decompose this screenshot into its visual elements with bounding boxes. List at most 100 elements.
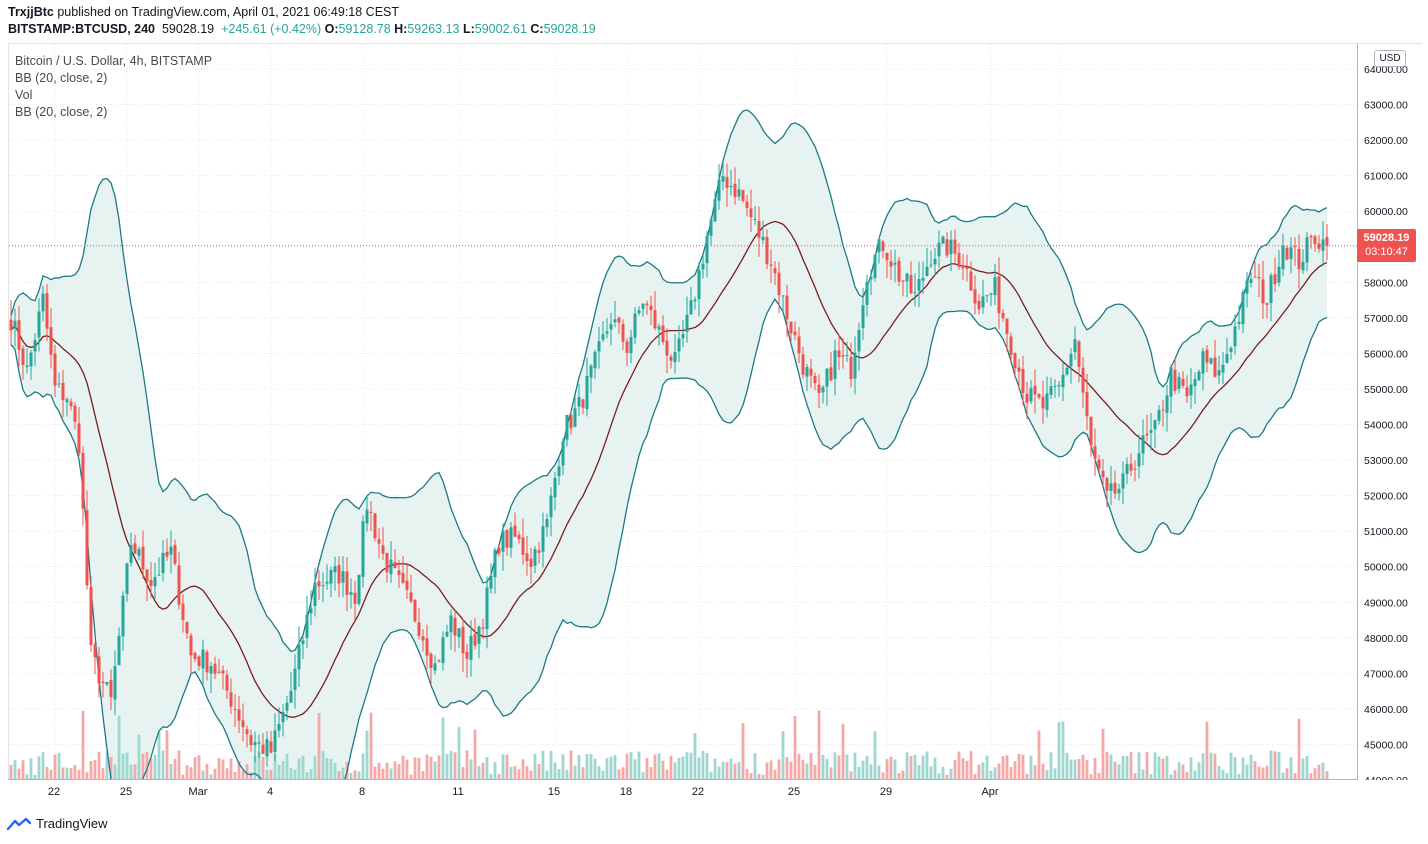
candle-body	[1201, 351, 1205, 374]
volume-bar	[305, 772, 309, 780]
volume-bar	[689, 752, 693, 780]
candle	[765, 229, 769, 269]
volume-bar	[309, 769, 313, 780]
candle-body	[241, 720, 245, 728]
candle-body	[1105, 477, 1109, 491]
candle-body	[381, 545, 385, 554]
volume-bar	[701, 751, 705, 780]
candle-body	[1297, 248, 1301, 270]
candle-body	[1217, 370, 1221, 376]
candle	[797, 326, 801, 364]
candle-body	[641, 303, 645, 309]
candle	[213, 656, 217, 679]
volume-bar	[465, 750, 469, 780]
candle	[277, 707, 281, 738]
candle-body	[1005, 318, 1009, 335]
volume-bar	[1145, 752, 1149, 780]
candle-body	[321, 585, 325, 587]
candle-body	[773, 268, 777, 274]
volume-bar	[77, 770, 81, 780]
volume-bar	[353, 770, 357, 780]
candle-body	[897, 260, 901, 282]
candle	[541, 512, 545, 568]
candle	[1141, 419, 1145, 466]
time-tick-label: 11	[452, 786, 463, 798]
candle-body	[1001, 312, 1005, 319]
volume-bar	[517, 769, 521, 780]
candle-body	[1309, 235, 1313, 238]
candle-body	[1053, 385, 1057, 387]
low-value: 59002.61	[474, 22, 527, 36]
volume-bar	[325, 757, 329, 780]
volume-bar	[977, 764, 981, 780]
legend-volume[interactable]: Vol	[15, 88, 33, 102]
candle-body	[949, 239, 953, 255]
candle	[1261, 260, 1265, 319]
volume-bar	[1005, 755, 1009, 780]
price-axis[interactable]: 44000.00 45000.00 46000.00 47000.00 48000.00…	[1357, 43, 1422, 787]
candle-body	[957, 253, 961, 267]
candle	[745, 194, 749, 217]
candle	[1177, 372, 1181, 394]
candle	[289, 671, 293, 704]
candle-body	[29, 352, 33, 367]
open-label: O:	[324, 22, 339, 36]
candle-body	[1269, 275, 1273, 304]
volume-bar	[53, 754, 57, 780]
candle	[349, 578, 353, 609]
candle	[685, 296, 689, 343]
candle-body	[493, 549, 497, 578]
candle-body	[769, 264, 773, 266]
candle-body	[613, 319, 617, 323]
candle	[1057, 380, 1061, 397]
price-chart-svg[interactable]	[9, 44, 1358, 822]
volume-bar	[1297, 718, 1301, 780]
candle-body	[961, 265, 965, 269]
volume-bar	[1257, 766, 1261, 780]
chart-area[interactable]	[8, 43, 1358, 822]
candle-body	[349, 592, 353, 595]
candle-body	[337, 564, 341, 584]
candle-body	[453, 617, 457, 636]
volume-bar	[1213, 753, 1217, 780]
candle-body	[49, 327, 53, 355]
volume-bar	[633, 759, 637, 780]
candle	[949, 230, 953, 272]
candle	[165, 538, 169, 561]
candle-body	[89, 586, 93, 646]
legend-title[interactable]: Bitcoin / U.S. Dollar, 4h, BITSTAMP	[15, 54, 213, 68]
legend-bb-2[interactable]: BB (20, close, 2)	[15, 105, 108, 119]
candle-body	[117, 635, 121, 666]
candle	[525, 536, 529, 576]
candle-body	[537, 550, 541, 553]
candle	[781, 295, 785, 312]
candle-body	[193, 652, 197, 659]
candle	[1113, 470, 1117, 500]
candle	[149, 562, 153, 598]
volume-bar	[145, 751, 149, 780]
volume-bar	[261, 757, 265, 780]
volume-bar	[757, 774, 761, 780]
volume-bar	[169, 763, 173, 780]
volume-bar	[957, 751, 961, 780]
volume-bar	[181, 774, 185, 780]
candle-body	[77, 423, 81, 454]
legend-bb-1[interactable]: BB (20, close, 2)	[15, 71, 108, 85]
candle	[961, 254, 965, 280]
candle	[705, 230, 709, 278]
candle	[861, 287, 865, 340]
time-axis[interactable]: 22 25 Mar 4 8 11 15 18 22 25 29 Apr	[8, 779, 1357, 806]
candle	[305, 596, 309, 648]
candle-body	[149, 580, 153, 586]
candle-body	[97, 656, 101, 684]
volume-bar	[125, 752, 129, 780]
volume-bar	[425, 754, 429, 780]
volume-bar	[501, 754, 505, 780]
candle-body	[1153, 420, 1157, 430]
candle	[917, 261, 921, 308]
tradingview-logo[interactable]: TradingView	[6, 816, 108, 831]
candle	[153, 562, 157, 599]
currency-button[interactable]: USD	[1374, 50, 1406, 67]
volume-bar	[1129, 752, 1133, 780]
price-tick-label: 46000.00	[1364, 704, 1408, 716]
